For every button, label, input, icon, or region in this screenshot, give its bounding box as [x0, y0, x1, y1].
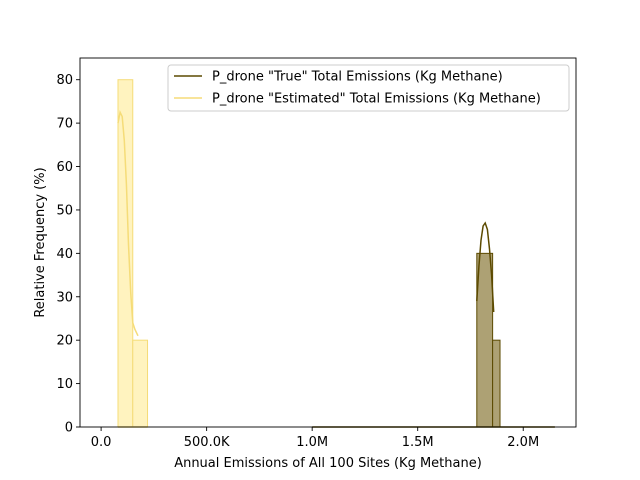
y-tick-label-3: 30 — [56, 290, 73, 305]
x-tick-label-0: 0.0 — [91, 435, 112, 450]
x-tick-label-4: 2.0M — [507, 435, 539, 450]
bar-series-0-bin-0 — [476, 252, 494, 428]
y-tick-label-0: 0 — [65, 421, 73, 436]
series-0-bars — [312, 252, 555, 428]
y-tick-label-2: 20 — [56, 334, 73, 349]
bar-series-0-bin-1 — [492, 339, 501, 428]
series-1-bars — [117, 79, 149, 428]
legend-label-1: P_drone "Estimated" Total Emissions (Kg … — [212, 92, 541, 107]
y-tick-label-7: 70 — [56, 117, 73, 132]
y-tick-label-4: 40 — [56, 247, 73, 262]
y-tick-label-5: 50 — [56, 203, 73, 218]
kde-line-series-1 — [117, 109, 139, 337]
x-tick-label-2: 1.0M — [296, 435, 328, 450]
bar-series-1-bin-1 — [132, 339, 149, 428]
legend: P_drone "True" Total Emissions (Kg Metha… — [167, 64, 570, 112]
y-tick-label-8: 80 — [56, 73, 73, 88]
legend-box — [167, 64, 570, 112]
y-tick-label-6: 60 — [56, 160, 73, 175]
legend-label-0: P_drone "True" Total Emissions (Kg Metha… — [212, 70, 503, 85]
y-axis-label: Relative Frequency (%) — [33, 167, 48, 317]
x-axis-label: Annual Emissions of All 100 Sites (Kg Me… — [174, 456, 482, 471]
x-tick-label-1: 500.0K — [184, 435, 230, 450]
plot-frame — [79, 57, 577, 428]
y-tick-label-1: 10 — [56, 377, 73, 392]
x-axis-ticks: 0.0 500.0K 1.0M 1.5M 2.0M — [91, 427, 539, 450]
y-axis-ticks: 0 10 20 30 40 50 60 70 80 — [56, 73, 80, 436]
x-tick-label-3: 1.5M — [402, 435, 434, 450]
kde-line-series-0 — [476, 221, 495, 313]
density-curves — [117, 109, 495, 337]
bar-series-1-bin-0 — [117, 79, 134, 428]
